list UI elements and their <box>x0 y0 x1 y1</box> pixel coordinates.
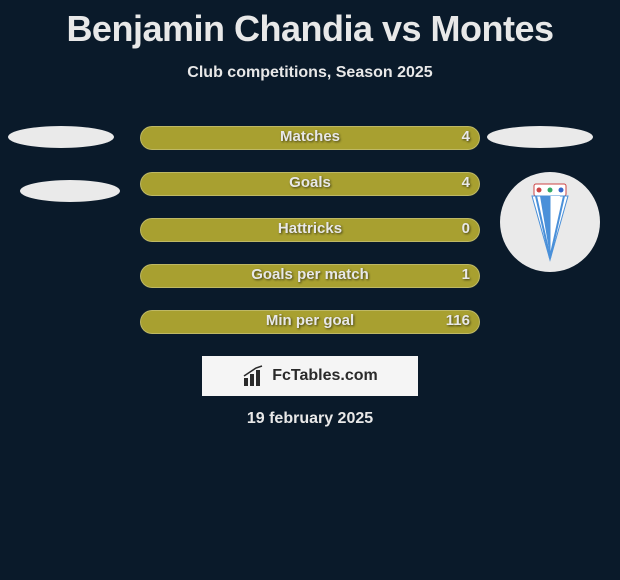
bar-row: Goals per match1 <box>140 264 480 288</box>
bar-label: Hattricks <box>140 220 480 237</box>
logo-text: FcTables.com <box>272 367 378 385</box>
page-title: Benjamin Chandia vs Montes <box>0 0 620 50</box>
bar-row: Goals4 <box>140 172 480 196</box>
bar-value-right: 4 <box>462 174 470 191</box>
date-text: 19 february 2025 <box>0 410 620 428</box>
crest-icon <box>520 182 580 262</box>
comparison-bars: Matches4Goals4Hattricks0Goals per match1… <box>140 126 480 356</box>
bar-value-right: 0 <box>462 220 470 237</box>
right-ellipse <box>487 126 593 148</box>
bar-row: Hattricks0 <box>140 218 480 242</box>
bar-value-right: 4 <box>462 128 470 145</box>
fctables-logo: FcTables.com <box>202 356 418 396</box>
left-ellipse-2 <box>20 180 120 202</box>
bar-label: Matches <box>140 128 480 145</box>
bar-label: Min per goal <box>140 312 480 329</box>
chart-icon <box>242 364 266 388</box>
bar-row: Matches4 <box>140 126 480 150</box>
right-team-crest <box>500 172 600 272</box>
bar-label: Goals <box>140 174 480 191</box>
bar-row: Min per goal116 <box>140 310 480 334</box>
page-subtitle: Club competitions, Season 2025 <box>0 64 620 82</box>
bar-value-right: 116 <box>446 312 470 329</box>
bar-value-right: 1 <box>462 266 470 283</box>
bar-label: Goals per match <box>140 266 480 283</box>
left-ellipse-1 <box>8 126 114 148</box>
